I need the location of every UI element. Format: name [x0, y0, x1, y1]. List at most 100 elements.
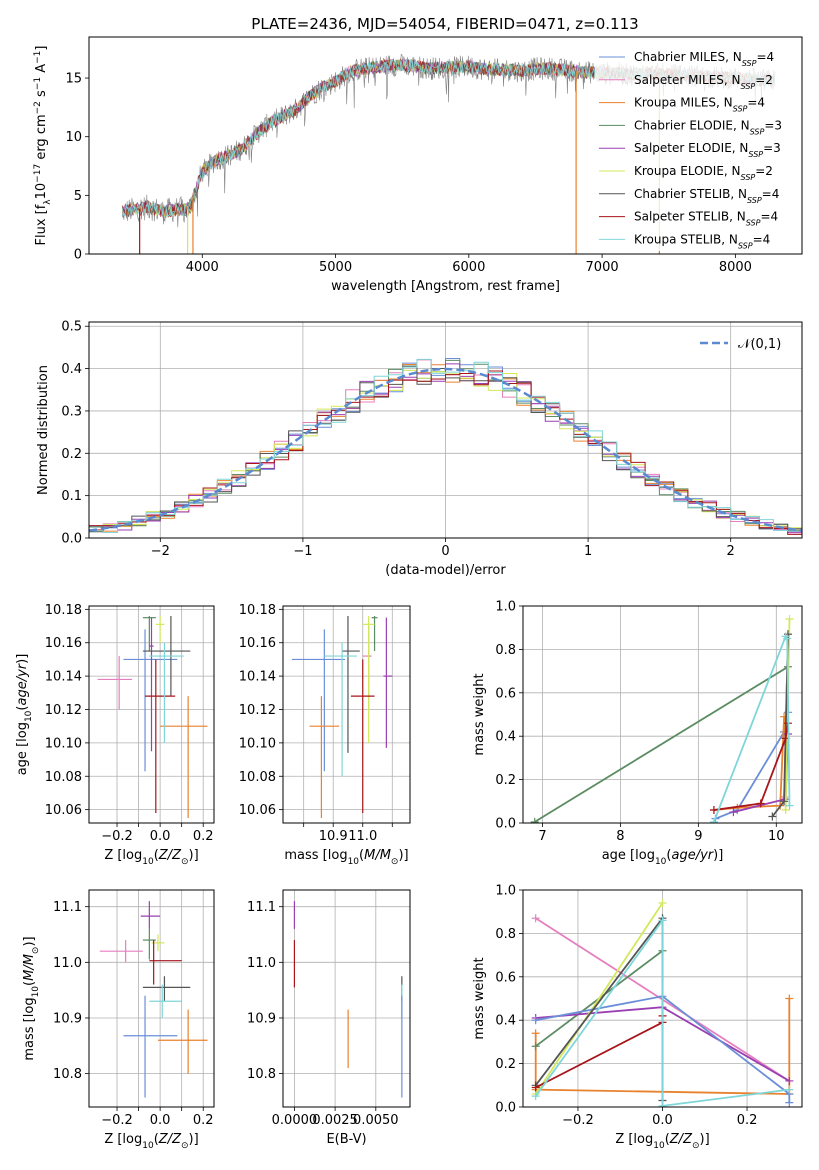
y-tick-label: 0.1: [61, 489, 82, 504]
errorbar-chabrier_miles: [123, 995, 178, 1098]
errorbar-chabrier_stelib: [142, 976, 191, 1002]
y-tick-label: 0.8: [495, 643, 516, 658]
x-tick-label: 8000: [719, 260, 752, 275]
weight-marker: [768, 812, 777, 821]
legend-box: [595, 44, 799, 251]
grid-lines: [89, 890, 214, 1107]
x-axis-label: age [log10(age/yr)]: [602, 848, 724, 867]
errorbar-kroupa_elodie: [362, 616, 375, 743]
errorbar-salpeter_elodie: [140, 901, 161, 929]
x-tick-label: 0.0000: [272, 1113, 318, 1128]
legend-label: Kroupa MILES, NSSP=4: [634, 96, 765, 114]
legend-label: Salpeter MILES, NSSP=2: [634, 73, 773, 91]
y-tick-label: 1.0: [495, 884, 516, 899]
errorbar-salpeter_miles: [97, 656, 133, 710]
x-axis-label: (data-model)/error: [385, 563, 506, 578]
axes-frame: [88, 605, 215, 824]
weight-marker: [658, 899, 667, 908]
weight-series-kroupa_stelib: [709, 632, 794, 823]
weight-marker: [709, 817, 718, 823]
legend: 𝒩(0,1): [700, 337, 781, 352]
legend: Chabrier MILES, NSSP=4 Salpeter MILES, NS…: [595, 44, 799, 251]
x-tick-label: 7: [538, 829, 546, 844]
y-tick-label: 0.6: [495, 970, 516, 985]
x-tick-label: 6000: [452, 260, 485, 275]
weight-marker: [783, 634, 792, 643]
y-tick-label: 10: [65, 130, 82, 145]
weight-marker: [780, 797, 789, 806]
y-tick-label: 10.9: [247, 1011, 276, 1026]
y-tick-label: 10.18: [239, 603, 276, 618]
weight-marker: [530, 817, 539, 823]
errorbar-salpeter_stelib: [149, 940, 182, 985]
errorbar-chabrier_miles: [123, 629, 178, 772]
weight-marker: [531, 1092, 540, 1101]
x-axis-label: wavelength [Angstrom, rest frame]: [331, 279, 560, 294]
weight-line: [534, 666, 789, 823]
x-tick-label: 4000: [186, 260, 219, 275]
y-tick-label: 11.0: [53, 956, 82, 971]
y-tick-label: 10.06: [239, 803, 276, 818]
y-tick-label: 0.4: [495, 730, 516, 745]
axes-frame: [282, 889, 411, 1108]
errorbar-chabrier_miles: [291, 629, 346, 772]
y-axis-label: mass [log10(M/M⊙)]: [22, 936, 41, 1060]
y-tick-label: 0.0: [495, 1101, 516, 1116]
y-tick-label: 5: [74, 189, 82, 204]
errorbar-chabrier_stelib: [342, 616, 360, 753]
x-tick-label: 2: [727, 544, 735, 559]
errorbar-kroupa_miles: [160, 696, 208, 818]
x-tick-label: −0.2: [562, 1113, 594, 1128]
x-axis-label: Z [log10(Z/Z⊙)]: [104, 848, 198, 867]
weight-marker: [729, 808, 738, 817]
y-tick-label: 0.4: [61, 362, 82, 377]
y-tick-label: 10.12: [239, 703, 276, 718]
y-tick-label: 11.1: [247, 900, 276, 915]
errorbar-chabrier_elodie: [371, 616, 378, 652]
errorbar-salpeter_miles: [362, 626, 372, 710]
grid-lines: [283, 890, 410, 1107]
y-tick-label: 10.14: [45, 670, 82, 685]
y-tick-label: 1.0: [495, 600, 516, 615]
x-tick-label: 8: [616, 829, 624, 844]
weight-marker: [531, 1042, 540, 1051]
y-tick-label: 0.0: [495, 817, 516, 832]
y-tick-label: 11.1: [53, 900, 82, 915]
grid-lines: [523, 605, 802, 824]
y-tick-label: 10.06: [45, 803, 82, 818]
x-tick-label: 7000: [586, 260, 619, 275]
x-tick-label: 0.2: [193, 829, 214, 844]
errorbar-salpeter_stelib: [350, 659, 375, 813]
weight-marker: [756, 799, 765, 808]
weight-marker: [709, 805, 718, 814]
weight-marker: [785, 615, 794, 624]
errorbar-salpeter_elodie: [383, 617, 393, 748]
y-axis-label: mass weight: [472, 673, 487, 755]
x-tick-label: 0: [441, 544, 449, 559]
x-tick-label: 0.0050: [353, 1113, 399, 1128]
y-axis-label: Flux [fλ10−17 erg cm−2 s−1 A−1]: [33, 46, 53, 246]
grid-lines: [89, 606, 214, 823]
errorbar-kroupa_elodie: [155, 616, 165, 643]
axes-frame: [88, 36, 803, 255]
weight-marker: [785, 1098, 794, 1107]
y-tick-label: 0.0: [61, 532, 82, 547]
plot-area: [291, 616, 393, 818]
y-tick-label: 0.8: [495, 927, 516, 942]
weight-line: [534, 917, 790, 1107]
legend-label: Salpeter ELODIE, NSSP=3: [634, 141, 781, 159]
legend-label: Chabrier STELIB, NSSP=4: [634, 187, 779, 205]
y-tick-label: 0.5: [61, 320, 82, 335]
x-tick-label: 5000: [319, 260, 352, 275]
plot-area: [97, 616, 208, 818]
legend-label: 𝒩(0,1): [738, 337, 781, 352]
y-tick-label: 15: [65, 72, 82, 87]
x-tick-label: −1: [293, 544, 312, 559]
y-tick-label: 10.10: [45, 736, 82, 751]
x-tick-label: −2: [151, 544, 170, 559]
weight-marker: [781, 805, 790, 814]
errorbar-salpeter_miles: [99, 940, 143, 963]
weight-marker: [658, 1101, 667, 1107]
